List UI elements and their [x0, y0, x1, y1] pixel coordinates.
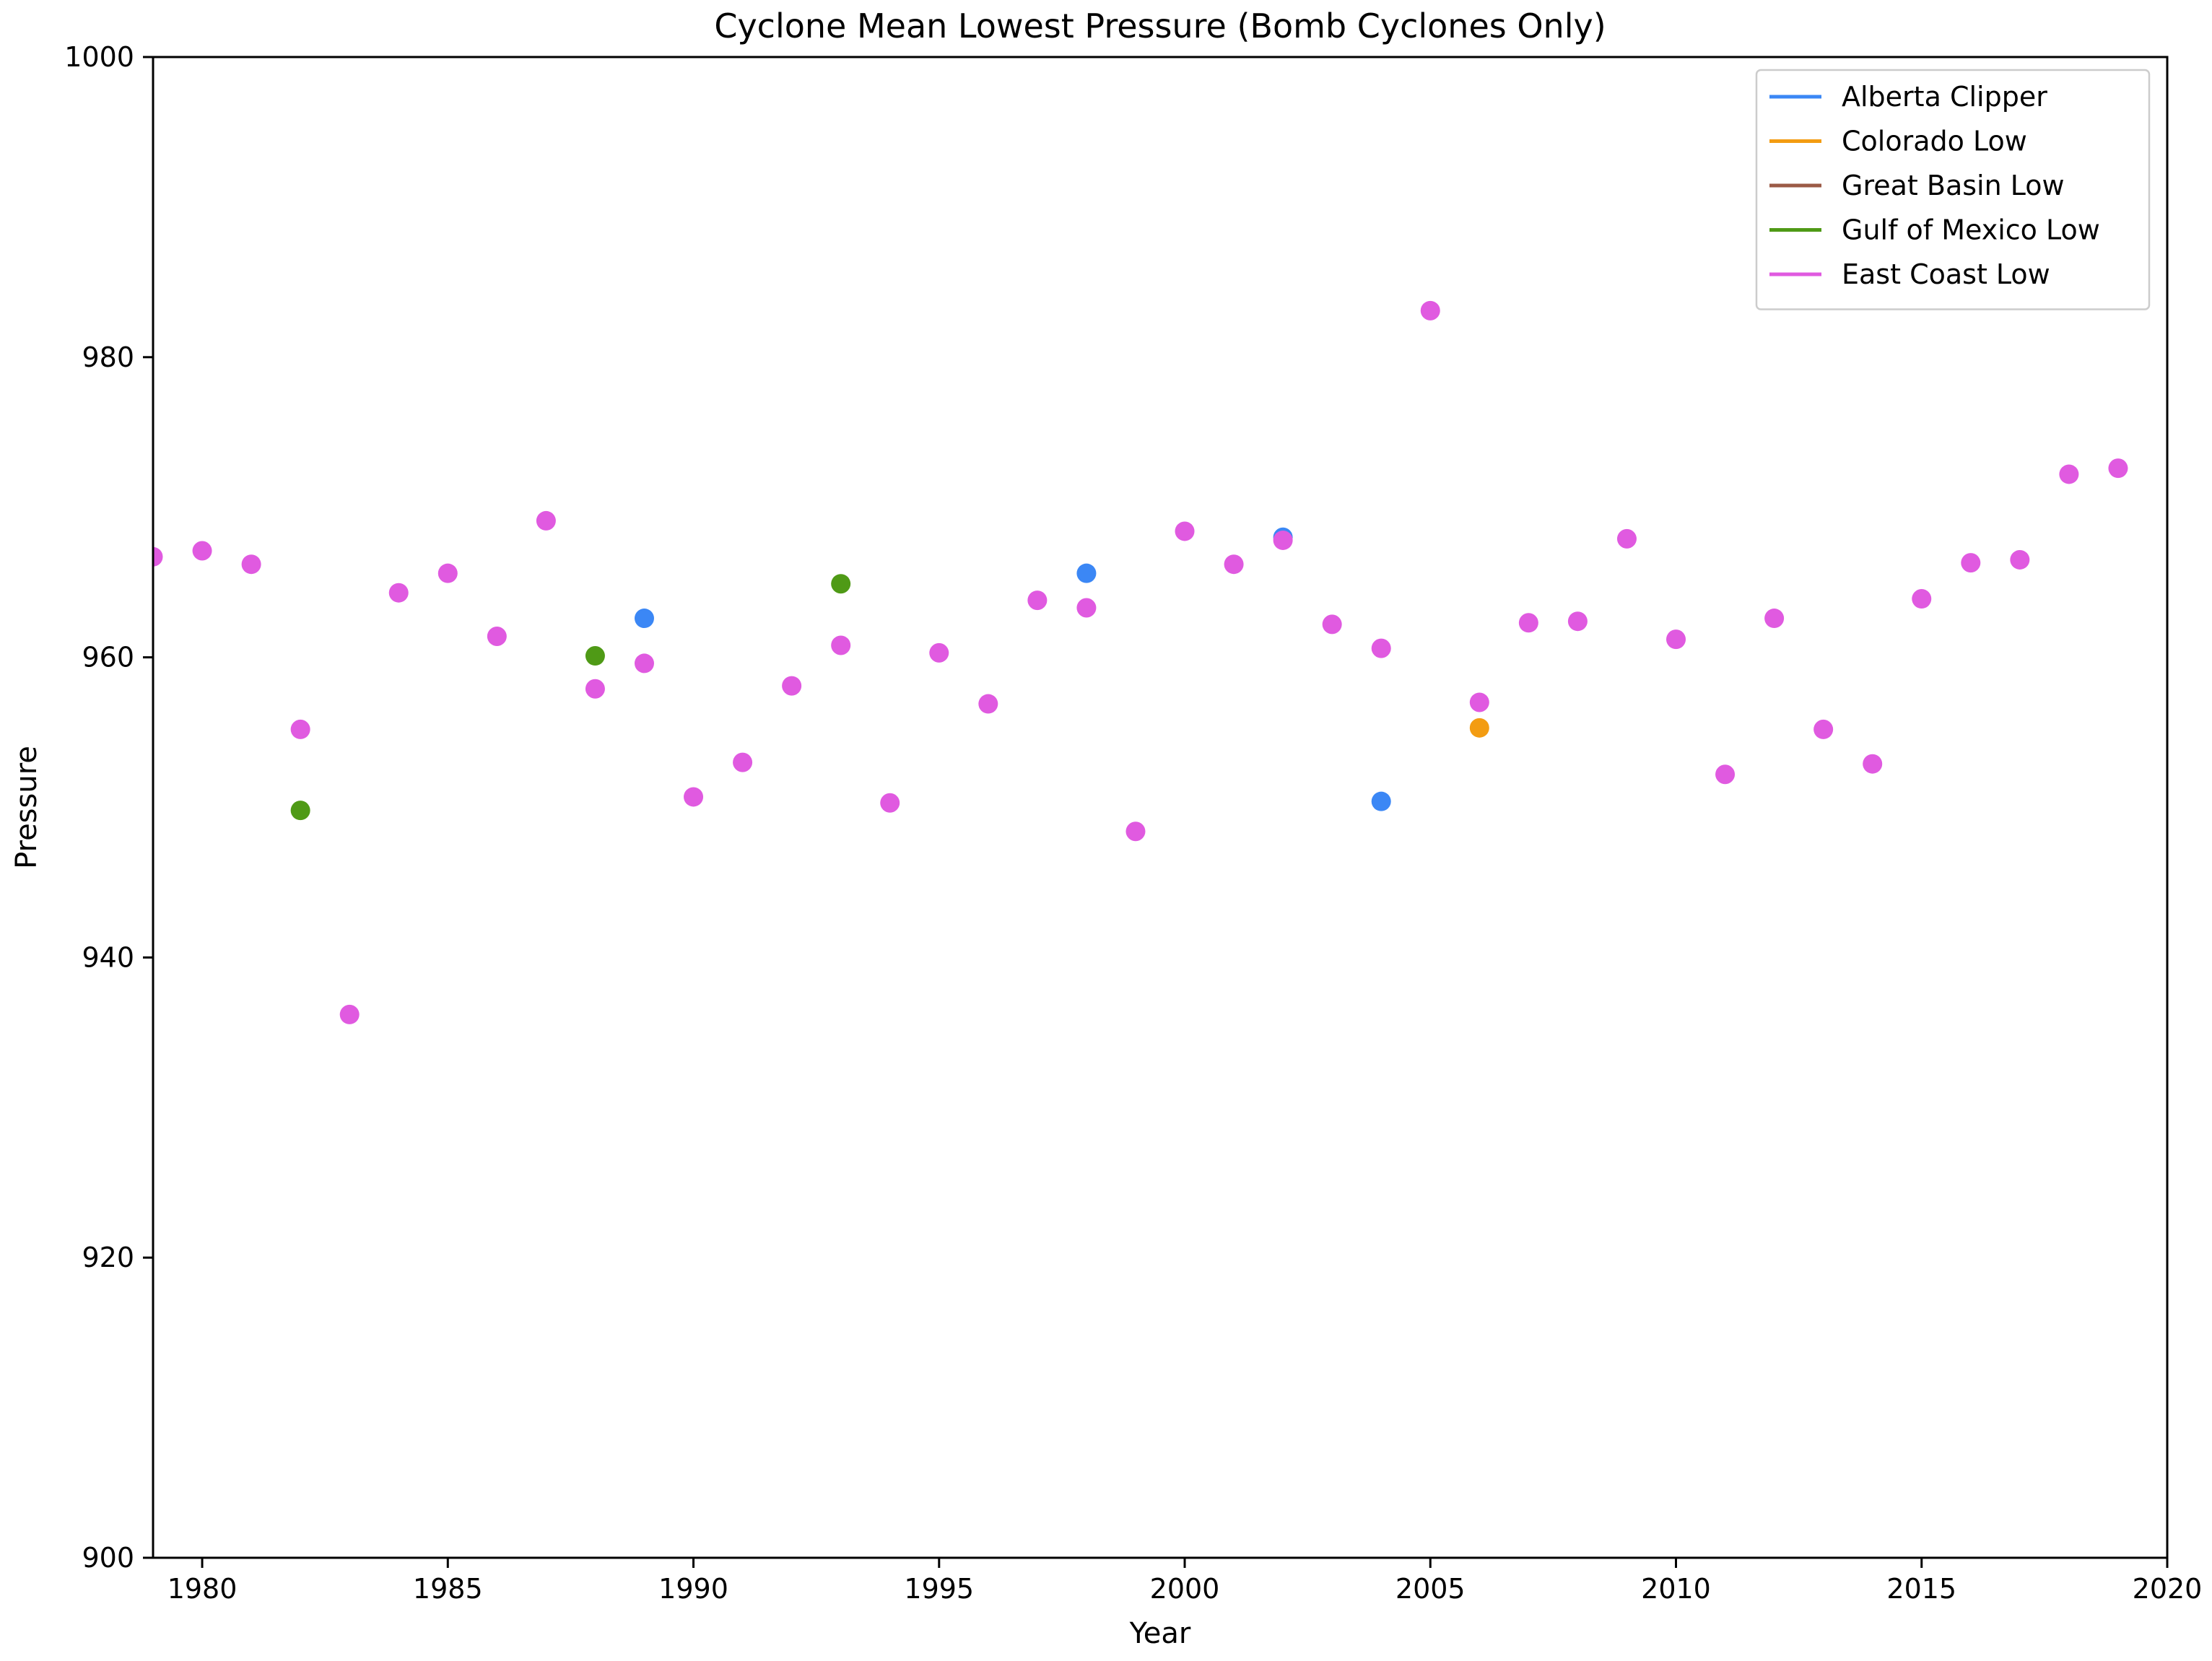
y-axis-label: Pressure [10, 746, 43, 869]
data-point-east-coast-low [1567, 611, 1588, 632]
y-tick-label: 980 [82, 341, 134, 373]
y-tick-label: 1000 [64, 41, 134, 73]
data-point-east-coast-low [1027, 590, 1048, 611]
x-tick-label: 1980 [167, 1573, 238, 1605]
data-point-east-coast-low [1715, 764, 1736, 785]
data-point-east-coast-low [192, 541, 212, 561]
legend-label-alberta-clipper: Alberta Clipper [1842, 81, 2047, 113]
data-point-east-coast-low [634, 653, 654, 673]
data-point-east-coast-low [880, 793, 900, 813]
data-point-east-coast-low [1469, 692, 1489, 712]
data-point-east-coast-low [585, 679, 605, 699]
data-point-alberta-clipper [1076, 563, 1097, 583]
data-point-east-coast-low [684, 787, 704, 807]
legend: Alberta Clipper Colorado Low Great Basin L… [1755, 69, 2151, 310]
data-point-east-coast-low [241, 554, 261, 575]
data-point-east-coast-low [1420, 300, 1440, 321]
data-point-east-coast-low [733, 752, 753, 772]
legend-label-colorado-low: Colorado Low [1842, 126, 2027, 157]
data-points [153, 300, 2128, 1024]
x-tick-label: 1990 [658, 1573, 728, 1605]
data-point-alberta-clipper [1371, 791, 1391, 811]
chart-title: Cyclone Mean Lowest Pressure (Bomb Cyclo… [714, 6, 1606, 45]
data-point-east-coast-low [1961, 553, 1981, 573]
data-point-east-coast-low [1616, 528, 1637, 549]
data-point-east-coast-low [1666, 629, 1686, 650]
x-axis-label: Year [1129, 1617, 1191, 1650]
legend-label-gulf-of-mexico-low: Gulf of Mexico Low [1842, 214, 2100, 246]
data-point-colorado-low [1469, 718, 1489, 738]
data-point-east-coast-low [2010, 549, 2030, 570]
data-point-east-coast-low [388, 583, 409, 603]
data-point-gulf-of-mexico-low [831, 574, 851, 594]
data-point-east-coast-low [536, 510, 556, 531]
data-point-gulf-of-mexico-low [585, 646, 605, 666]
data-point-east-coast-low [339, 1004, 360, 1024]
x-tick-label: 2005 [1395, 1573, 1466, 1605]
data-point-east-coast-low [487, 626, 507, 646]
data-point-east-coast-low [1764, 609, 1785, 629]
y-tick-label: 940 [82, 941, 134, 973]
data-point-east-coast-low [782, 676, 802, 696]
data-point-east-coast-low [2108, 458, 2128, 479]
data-point-east-coast-low [2059, 464, 2079, 484]
x-tick-label: 2020 [2133, 1573, 2203, 1605]
legend-box [1755, 69, 2151, 310]
data-point-east-coast-low [929, 642, 949, 663]
x-tick-label: 2000 [1150, 1573, 1220, 1605]
data-point-east-coast-low [1863, 754, 1883, 774]
x-tick-label: 1995 [904, 1573, 974, 1605]
y-tick-label: 920 [82, 1242, 134, 1273]
data-point-gulf-of-mexico-low [290, 801, 310, 821]
data-point-east-coast-low [290, 719, 310, 739]
legend-label-east-coast-low: East Coast Low [1842, 258, 2050, 290]
y-tick-label: 960 [82, 642, 134, 673]
data-point-east-coast-low [1813, 719, 1834, 739]
data-point-east-coast-low [1076, 598, 1097, 618]
data-point-east-coast-low [1322, 614, 1342, 635]
data-point-east-coast-low [153, 546, 163, 567]
plot-frame [152, 56, 2169, 1559]
data-point-east-coast-low [831, 635, 851, 655]
data-point-east-coast-low [1912, 589, 1932, 609]
axis-ticks: 1980 1985 1990 1995 2000 2005 2010 2015 2020 900 9… [64, 41, 2202, 1605]
data-point-east-coast-low [437, 563, 458, 583]
x-tick-label: 2010 [1641, 1573, 1711, 1605]
data-point-alberta-clipper [634, 609, 654, 629]
x-tick-label: 1985 [413, 1573, 483, 1605]
data-point-east-coast-low [1371, 638, 1391, 658]
data-point-east-coast-low [1175, 521, 1195, 541]
data-point-east-coast-low [1518, 613, 1538, 633]
data-point-east-coast-low [1273, 530, 1293, 550]
data-point-east-coast-low [1125, 821, 1146, 842]
data-point-east-coast-low [1224, 554, 1244, 575]
data-point-east-coast-low [978, 694, 998, 714]
legend-label-great-basin-low: Great Basin Low [1842, 170, 2065, 201]
y-tick-label: 900 [82, 1542, 134, 1574]
x-tick-label: 2015 [1886, 1573, 1956, 1605]
